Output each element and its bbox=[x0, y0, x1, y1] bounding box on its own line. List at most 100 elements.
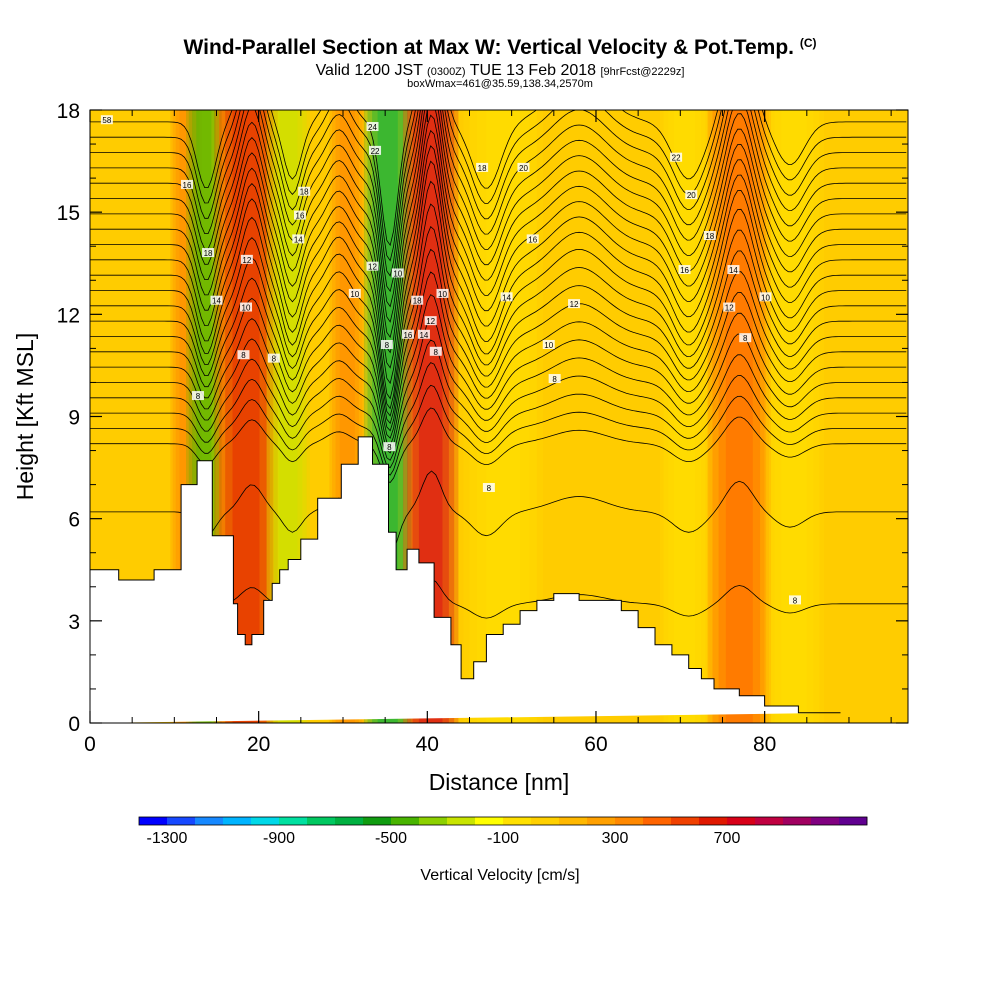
contour-label: 10 bbox=[542, 339, 555, 350]
contour-label-text: 16 bbox=[528, 235, 537, 244]
colorbar-swatch bbox=[307, 817, 336, 825]
contour-label-bg bbox=[401, 329, 414, 339]
contour-label-bg bbox=[436, 288, 449, 298]
contour-label-text: 16 bbox=[183, 181, 192, 190]
isentrope-line bbox=[90, 470, 908, 557]
colorbar-swatch bbox=[587, 817, 616, 825]
contour-label-bg bbox=[391, 268, 404, 278]
contour-label: 8 bbox=[380, 339, 393, 350]
isentrope-line bbox=[90, 362, 907, 469]
contour-label-text: 12 bbox=[725, 304, 734, 313]
contour-label: 8 bbox=[429, 346, 442, 357]
contour-label-bg bbox=[548, 374, 561, 384]
contour-label-bg bbox=[411, 295, 424, 305]
isentrope-line bbox=[90, 110, 907, 323]
contour-label-bg bbox=[237, 350, 250, 360]
isentrope-line bbox=[90, 129, 907, 369]
isentrope-line bbox=[90, 271, 907, 439]
contour-label-bg bbox=[788, 595, 801, 605]
colorbar-swatch bbox=[447, 817, 476, 825]
contour-label: 20 bbox=[685, 190, 698, 200]
contour-label-text: 8 bbox=[487, 484, 492, 493]
contour-label-bg bbox=[759, 292, 772, 302]
chart-subtitle: Valid 1200 JST (0300Z) TUE 13 Feb 2018 [… bbox=[0, 62, 1000, 80]
colorbar-swatch bbox=[195, 817, 224, 825]
contour-label-text: 24 bbox=[368, 123, 377, 132]
contour-label-text: 8 bbox=[196, 392, 201, 401]
contour-label: 10 bbox=[348, 288, 361, 299]
colorbar-swatch bbox=[335, 817, 364, 825]
isentrope-line bbox=[90, 407, 907, 483]
contour-label-bg bbox=[383, 442, 396, 452]
contour-label-bg bbox=[366, 261, 379, 271]
contour-label-bg bbox=[500, 292, 513, 302]
contour-label: 14 bbox=[727, 265, 740, 275]
y-tick-label: 15 bbox=[57, 202, 80, 225]
velocity-band bbox=[725, 110, 753, 723]
x-tick-label: 60 bbox=[584, 733, 607, 756]
y-tick-label: 3 bbox=[68, 611, 80, 634]
colorbar: -1300 -900 -500 -100 300 700 Vertical Velocity… bbox=[138, 816, 868, 884]
contour-label: 20 bbox=[517, 162, 530, 173]
colorbar-label: -500 bbox=[375, 830, 407, 847]
contour-label-text: 18 bbox=[705, 232, 714, 241]
contour-label-text: 8 bbox=[434, 348, 439, 357]
contour-label: 18 bbox=[476, 162, 489, 173]
velocity-band bbox=[768, 110, 820, 723]
contour-label-bg bbox=[526, 234, 539, 244]
colorbar-swatch bbox=[223, 817, 252, 825]
velocity-band bbox=[707, 110, 772, 723]
colorbar-swatch bbox=[251, 817, 280, 825]
contour-label-bg bbox=[429, 346, 442, 356]
contour-label: 8 bbox=[482, 483, 495, 493]
isentrope-line bbox=[90, 110, 907, 293]
colorbar-swatch bbox=[391, 817, 420, 825]
contour-label: 12 bbox=[240, 254, 253, 265]
x-axis-title: Distance [nm] bbox=[429, 769, 570, 795]
contour-label-bg bbox=[369, 145, 382, 155]
colorbar-swatch bbox=[531, 817, 560, 825]
colorbar-swatch bbox=[839, 817, 868, 825]
contour-label-bg bbox=[292, 234, 305, 244]
colorbar-swatch bbox=[755, 817, 784, 825]
contour-label-bg bbox=[424, 316, 437, 326]
contour-label-text: 18 bbox=[300, 188, 309, 197]
contour-label: 16 bbox=[401, 329, 414, 340]
terrain bbox=[90, 436, 841, 723]
contour-label-text: 10 bbox=[438, 290, 447, 299]
velocity-band bbox=[764, 110, 824, 723]
contour-label: 24 bbox=[366, 122, 379, 132]
contour-label: 8 bbox=[548, 374, 561, 384]
isentrope-line bbox=[90, 110, 907, 277]
x-tick-label: 0 bbox=[84, 733, 96, 756]
x-tick-label: 20 bbox=[247, 733, 270, 756]
contour-label: 8 bbox=[739, 333, 752, 343]
contour-label-bg bbox=[298, 186, 311, 196]
contour-label-bg bbox=[191, 391, 204, 401]
contour-label: 12 bbox=[723, 302, 736, 313]
contour-label: 10 bbox=[240, 302, 253, 313]
box-wmax-info: boxWmax=461@35.59,138.34,2570m bbox=[407, 78, 593, 90]
contour-label: 18 bbox=[411, 295, 424, 306]
colorbar-swatch bbox=[475, 817, 504, 825]
contour-label-bg bbox=[366, 122, 379, 132]
contour-label-text: 16 bbox=[296, 212, 305, 221]
y-axis-title: Height [Kft MSL] bbox=[12, 333, 38, 500]
isentrope-line bbox=[90, 114, 907, 354]
colorbar-swatch bbox=[559, 817, 588, 825]
colorbar-swatch bbox=[811, 817, 840, 825]
colorbar-swatch bbox=[643, 817, 672, 825]
contour-label: 8 bbox=[788, 595, 801, 605]
contour-label-text: 8 bbox=[743, 334, 748, 343]
contour-label-text: 14 bbox=[502, 293, 511, 302]
colorbar-swatch bbox=[167, 817, 196, 825]
contour-label: 14 bbox=[210, 295, 223, 306]
contour-label: 22 bbox=[369, 145, 382, 156]
contour-label: 8 bbox=[191, 391, 204, 401]
contour-label: 18 bbox=[703, 231, 716, 241]
colorbar-label: -100 bbox=[487, 830, 519, 847]
contour-label-text: 58 bbox=[102, 116, 111, 125]
contour-label: 58 bbox=[100, 115, 113, 125]
contour-label-bg bbox=[482, 483, 495, 493]
colorbar-label: -1300 bbox=[147, 830, 188, 847]
